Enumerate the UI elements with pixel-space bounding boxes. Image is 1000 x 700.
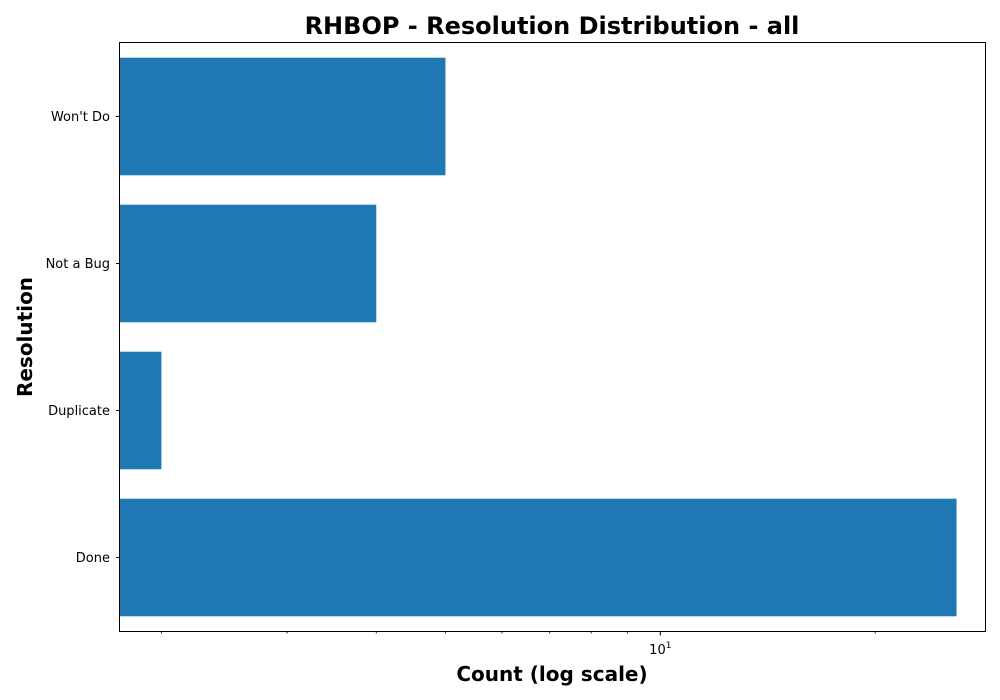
chart-title: RHBOP - Resolution Distribution - all (305, 12, 800, 40)
y-ticks-group: Done Duplicate Not a Bug Won't Do (46, 110, 120, 566)
y-tick-label: Not a Bug (46, 257, 110, 272)
x-tick-label-exponent: 1 (666, 641, 672, 651)
x-axis-label: Count (log scale) (456, 662, 647, 686)
y-tick-label: Won't Do (51, 110, 110, 125)
x-tick-label: 101 (649, 641, 671, 658)
bar-done (120, 498, 957, 617)
y-tick-label: Done (76, 551, 110, 566)
x-tick-label-base: 10 (649, 643, 666, 658)
x-ticks-group: 101 (160, 631, 876, 658)
bars-group (120, 57, 957, 617)
bar-not-a-bug (120, 204, 377, 323)
bar-won-t-do (120, 57, 446, 176)
bar-duplicate (120, 351, 162, 470)
plot-frame (119, 42, 986, 632)
y-axis-label: Resolution (13, 277, 37, 397)
y-tick-label: Duplicate (48, 404, 110, 419)
